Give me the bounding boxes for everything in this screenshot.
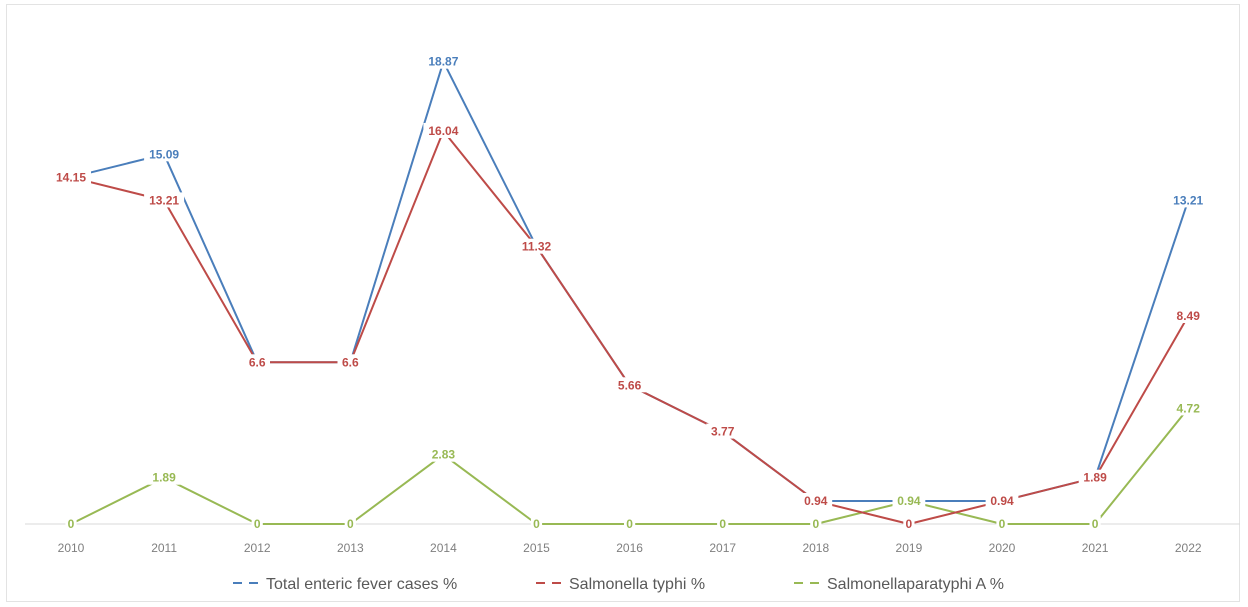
data-label: 5.66 [618, 378, 642, 392]
data-label-bg [423, 53, 464, 69]
series-layer [70, 60, 1190, 525]
series-line-2 [70, 130, 1190, 525]
data-label: 16.04 [428, 124, 458, 138]
data-label-bg [613, 377, 646, 393]
data-label: 3.77 [711, 425, 735, 439]
legend-label: Total enteric fever cases % [266, 576, 457, 593]
data-label-bg [810, 516, 822, 531]
series-line-1 [70, 60, 1190, 502]
legend-item: Salmonella typhi % [536, 576, 705, 593]
data-label: 15.09 [149, 147, 179, 161]
data-label-bg [985, 493, 1019, 508]
data-label: 0 [347, 517, 354, 531]
data-label-bg [144, 192, 185, 208]
data-label-bg [144, 146, 185, 162]
data-label: 13.21 [149, 193, 179, 207]
data-label-bg [251, 516, 263, 531]
data-label: 0.94 [990, 494, 1014, 508]
data-label-bg [51, 169, 91, 185]
data-label-bg [1171, 308, 1205, 323]
series-line-3 [70, 407, 1189, 525]
data-label: 0 [906, 517, 913, 531]
data-label: 1.89 [152, 471, 176, 485]
data-label-bg [996, 516, 1008, 531]
data-label: 0 [812, 517, 819, 531]
x-tick-label: 2017 [709, 541, 736, 555]
x-tick-label: 2021 [1082, 541, 1109, 555]
data-label: 0 [254, 517, 261, 531]
data-label: 0 [68, 517, 75, 531]
data-label-bg [717, 516, 729, 531]
data-label-bg [1078, 469, 1112, 485]
legend-item: Salmonellaparatyphi A % [794, 576, 1004, 593]
legend-item: Total enteric fever cases % [233, 576, 457, 593]
data-label: 13.21 [1173, 193, 1203, 207]
data-label-bg [516, 238, 557, 254]
data-label: 8.49 [1177, 309, 1201, 323]
data-label: 0 [719, 517, 726, 531]
x-tick-label: 2011 [151, 541, 177, 555]
data-label-bg [147, 469, 181, 485]
x-tick-label: 2015 [523, 541, 550, 555]
data-label-bg [892, 493, 926, 508]
x-tick-label: 2022 [1175, 541, 1202, 555]
data-label: 0.94 [897, 494, 921, 508]
data-label-bg [337, 354, 364, 370]
data-label-bg [423, 123, 464, 138]
data-label: 14.15 [56, 170, 86, 184]
data-label-bg [344, 516, 356, 531]
data-label: 0 [626, 517, 633, 531]
data-label-bg [1168, 192, 1209, 208]
data-label: 2.83 [432, 448, 456, 462]
data-label-bg [706, 423, 740, 439]
data-label-bg [1089, 516, 1101, 531]
data-label-layer: 0 1.89 0 0 2.83 0 0 0 0 0.94 0 0 4.72 14.15 13.21 6.6 6.… [51, 53, 1209, 531]
x-tick-label: 2012 [244, 541, 271, 555]
x-tick-label: 2013 [337, 541, 364, 555]
legend-label: Salmonella typhi % [569, 576, 705, 593]
data-label: 0.94 [804, 494, 828, 508]
x-tick-layer: 2010 2011 2012 2013 2014 2015 2016 2017 2018 2019… [58, 541, 1202, 555]
data-label-bg [65, 516, 77, 531]
data-label-bg [530, 516, 543, 531]
data-label: 0 [1092, 517, 1099, 531]
x-tick-label: 2010 [58, 541, 85, 555]
legend: Total enteric fever cases % Salmonella ty… [233, 576, 1004, 593]
data-label: 11.32 [522, 240, 552, 254]
data-label-bg [427, 446, 460, 462]
x-tick-label: 2019 [896, 541, 923, 555]
data-label-bg [799, 493, 833, 508]
x-tick-label: 2018 [802, 541, 829, 555]
data-label: 1.89 [1083, 471, 1107, 485]
data-label-bg [244, 354, 270, 370]
x-tick-label: 2020 [989, 541, 1016, 555]
data-label: 6.6 [249, 355, 266, 369]
data-label: 6.6 [342, 355, 359, 369]
data-label-bg [624, 516, 636, 531]
x-tick-label: 2014 [430, 541, 457, 555]
legend-label: Salmonellaparatyphi A % [827, 576, 1004, 593]
data-label: 4.72 [1177, 401, 1201, 415]
data-label: 18.87 [428, 55, 458, 69]
x-tick-label: 2016 [616, 541, 643, 555]
data-label: 0 [533, 517, 540, 531]
data-label-bg [903, 516, 915, 531]
data-label: 0 [999, 517, 1006, 531]
data-label-bg [1171, 400, 1205, 416]
